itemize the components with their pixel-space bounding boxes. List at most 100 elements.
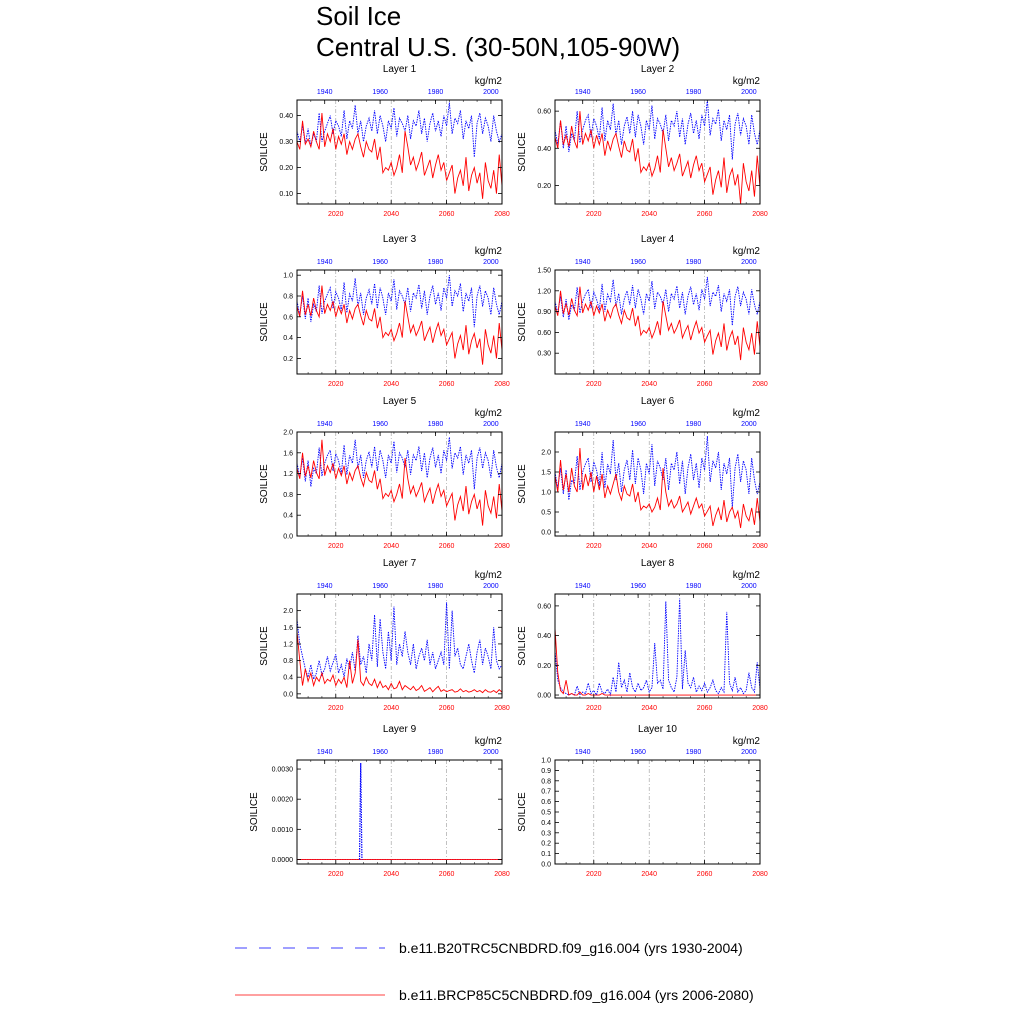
top-x-tick-label: 1940 [575, 749, 591, 756]
plot-frame [554, 759, 761, 865]
series-historical-line [555, 276, 760, 326]
figure-title-line1: Soil Ice [316, 1, 401, 31]
legend: b.e11.B20TRC5CNBDRD.f09_g16.004 (yrs 193… [235, 940, 754, 1003]
bottom-x-tick-label: 2080 [752, 871, 768, 878]
y-tick-label: 0.60 [537, 330, 551, 337]
bottom-x-tick-label: 2080 [494, 211, 510, 218]
bottom-x-tick-label: 2060 [439, 381, 455, 388]
panel-layer-8: Layer 8 kg/m2 0.00 0.20 0.40 0.60 SOILICE 1940 1… [517, 558, 768, 712]
y-tick-label: 0.0 [541, 530, 551, 537]
top-x-tick-label: 2000 [741, 583, 757, 590]
y-tick-label: 0.30 [279, 139, 293, 146]
y-axis-label: SOILICE [517, 626, 528, 666]
y-axis-label: SOILICE [259, 464, 270, 504]
y-tick-label: 0.0 [541, 862, 551, 869]
units-label: kg/m2 [733, 570, 761, 581]
panel-layer-1: Layer 1 kg/m2 0.10 0.20 0.30 0.40 SOILICE 1940 1… [259, 64, 510, 218]
top-x-tick-label: 1960 [372, 583, 388, 590]
y-tick-label: 0.0000 [272, 857, 294, 864]
panel-title: Layer 6 [641, 396, 675, 407]
y-axis-label: SOILICE [259, 626, 270, 666]
bottom-x-tick-label: 2080 [494, 705, 510, 712]
y-tick-label: 2.0 [283, 430, 293, 437]
top-x-tick-label: 1940 [575, 89, 591, 96]
series-future-line [297, 112, 502, 199]
series-future-line [555, 286, 760, 361]
bottom-x-tick-label: 2060 [439, 871, 455, 878]
y-axis-label: SOILICE [259, 132, 270, 172]
y-axis-label: SOILICE [249, 792, 260, 832]
bottom-x-tick-label: 2020 [586, 381, 602, 388]
panel-layer-10: Layer 10 kg/m2 0.0 0.1 0.2 0.3 0.4 0.5 0.6 0.7 0.8… [517, 724, 768, 878]
y-axis-label: SOILICE [517, 464, 528, 504]
top-x-tick-label: 1980 [686, 421, 702, 428]
units-label: kg/m2 [475, 570, 503, 581]
bottom-x-tick-label: 2080 [494, 381, 510, 388]
bottom-x-tick-label: 2080 [752, 381, 768, 388]
bottom-x-tick-label: 2060 [439, 211, 455, 218]
top-x-tick-label: 1980 [428, 749, 444, 756]
legend-label-future: b.e11.BRCP85C5CNBDRD.f09_g16.004 (yrs 20… [399, 987, 754, 1003]
y-tick-label: 0.0 [283, 534, 293, 541]
bottom-x-tick-label: 2060 [697, 543, 713, 550]
panel-title: Layer 1 [383, 64, 417, 75]
bottom-x-tick-label: 2020 [586, 705, 602, 712]
top-x-tick-label: 1960 [372, 89, 388, 96]
y-tick-label: 0.40 [537, 146, 551, 153]
units-label: kg/m2 [475, 408, 503, 419]
series-historical-line [297, 275, 502, 328]
top-x-tick-label: 1940 [575, 421, 591, 428]
bottom-x-tick-label: 2060 [697, 871, 713, 878]
y-tick-label: 0.6 [283, 314, 293, 321]
top-x-tick-label: 1960 [630, 259, 646, 266]
y-tick-label: 0.30 [537, 351, 551, 358]
units-label: kg/m2 [733, 76, 761, 87]
top-x-tick-label: 1980 [686, 89, 702, 96]
bottom-x-tick-label: 2080 [752, 211, 768, 218]
bottom-x-tick-label: 2020 [328, 381, 344, 388]
series-future-line [555, 447, 760, 529]
bottom-x-tick-label: 2060 [439, 705, 455, 712]
bottom-x-tick-label: 2080 [752, 543, 768, 550]
y-tick-label: 1.20 [537, 288, 551, 295]
top-x-tick-label: 1940 [317, 89, 333, 96]
legend-label-historical: b.e11.B20TRC5CNBDRD.f09_g16.004 (yrs 193… [399, 940, 743, 956]
plot-frame [554, 269, 761, 375]
y-tick-label: 0.0020 [272, 797, 294, 804]
y-tick-label: 0.4 [283, 675, 293, 682]
series-future-line [297, 631, 502, 694]
panel-title: Layer 2 [641, 64, 675, 75]
bottom-x-tick-label: 2020 [328, 211, 344, 218]
panels-group: Layer 1 kg/m2 0.10 0.20 0.30 0.40 SOILICE 1940 1… [249, 64, 768, 878]
panel-title: Layer 7 [383, 558, 417, 569]
bottom-x-tick-label: 2020 [586, 871, 602, 878]
units-label: kg/m2 [475, 76, 503, 87]
y-tick-label: 0.60 [537, 109, 551, 116]
series-historical-line [555, 435, 760, 509]
bottom-x-tick-label: 2040 [641, 871, 657, 878]
panel-title: Layer 8 [641, 558, 675, 569]
panel-title: Layer 5 [383, 396, 417, 407]
series-group [555, 435, 760, 529]
top-x-tick-label: 1940 [575, 583, 591, 590]
series-group [297, 102, 502, 199]
y-tick-label: 1.0 [541, 758, 551, 765]
panel-layer-7: Layer 7 kg/m2 0.0 0.4 0.8 1.2 1.6 2.0 SOILICE 194… [259, 558, 510, 712]
top-x-tick-label: 1940 [317, 749, 333, 756]
y-tick-label: 0.40 [279, 113, 293, 120]
series-group [555, 598, 760, 697]
y-tick-label: 0.8 [541, 778, 551, 785]
plot-frame [296, 99, 503, 205]
series-group [555, 276, 760, 361]
top-x-tick-label: 1960 [630, 583, 646, 590]
y-tick-label: 1.0 [283, 273, 293, 280]
y-tick-label: 0.20 [537, 663, 551, 670]
y-tick-label: 0.0 [283, 691, 293, 698]
units-label: kg/m2 [475, 736, 503, 747]
bottom-x-tick-label: 2020 [328, 543, 344, 550]
series-future-line [297, 285, 502, 365]
y-axis-label: SOILICE [517, 792, 528, 832]
y-tick-label: 0.10 [279, 191, 293, 198]
top-x-tick-label: 1940 [317, 421, 333, 428]
plot-frame [296, 759, 503, 865]
